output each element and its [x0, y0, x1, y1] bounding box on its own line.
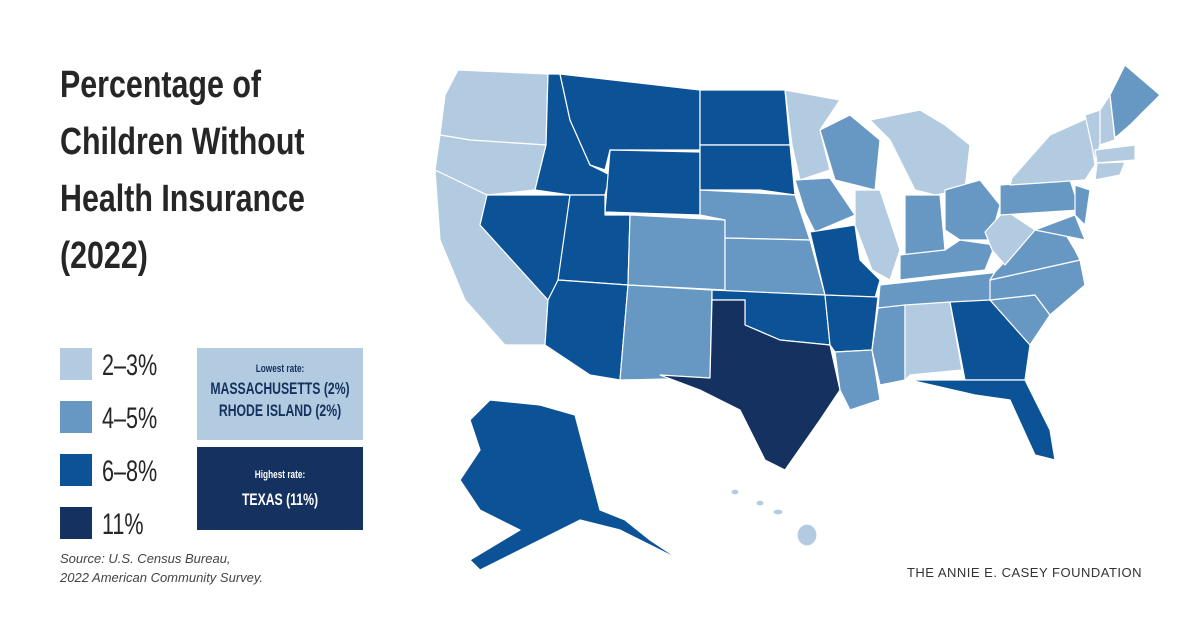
state: [794, 177, 856, 233]
rate-box-line: RHODE ISLAND (2%): [219, 402, 341, 420]
state: [619, 284, 713, 381]
legend-swatch: [60, 454, 92, 486]
state: [459, 399, 681, 571]
state: [699, 89, 791, 146]
legend-swatch: [60, 401, 92, 433]
title-line: Children Without: [60, 121, 305, 163]
title-line: (2022): [60, 235, 148, 277]
state: [796, 523, 818, 547]
state: [904, 194, 946, 256]
state: [699, 144, 796, 196]
title-line: Percentage of: [60, 64, 261, 106]
footer: THE ANNIE E. CASEY FOUNDATION: [907, 565, 1142, 580]
state: [755, 499, 765, 507]
title: Percentage of Children Without Health Insu…: [60, 64, 305, 277]
state: [784, 89, 841, 181]
state: [824, 294, 879, 353]
state: [904, 301, 963, 381]
legend: 2–3% 4–5% 6–8% 11%: [60, 347, 157, 541]
title-line: Health Insurance: [60, 178, 305, 220]
rate-box-heading: Lowest rate:: [256, 363, 305, 375]
state: [1009, 117, 1096, 186]
state: [871, 304, 906, 386]
state: [854, 189, 901, 281]
state: [949, 299, 1031, 381]
state: [1094, 161, 1126, 181]
state: [1074, 184, 1091, 226]
legend-label: 4–5%: [102, 400, 157, 434]
state: [730, 488, 740, 496]
state: [772, 508, 784, 516]
state: [544, 279, 629, 381]
legend-swatch: [60, 507, 92, 539]
state: [869, 109, 971, 196]
state: [834, 349, 881, 411]
source-line: Source: U.S. Census Bureau,: [60, 551, 231, 566]
state: [627, 214, 726, 291]
legend-swatch: [60, 348, 92, 380]
state: [909, 379, 1056, 461]
state: [724, 237, 826, 296]
rate-box: [197, 447, 363, 530]
state: [1109, 64, 1161, 139]
legend-label: 6–8%: [102, 453, 157, 487]
legend-label: 2–3%: [102, 347, 157, 381]
rate-box: [197, 348, 363, 440]
source-line: 2022 American Community Survey.: [59, 570, 263, 585]
rate-boxes: Lowest rate: MASSACHUSETTS (2%) RHODE ISLA…: [197, 348, 363, 530]
state: [659, 299, 841, 471]
legend-label: 11%: [102, 506, 144, 540]
state: [1094, 144, 1136, 164]
rate-box-line: TEXAS (11%): [242, 491, 318, 509]
state: [1034, 214, 1086, 241]
state: [819, 114, 881, 191]
state: [439, 69, 549, 146]
rate-box-heading: Highest rate:: [255, 469, 305, 481]
state: [604, 149, 701, 216]
us-map: [434, 64, 1161, 571]
rate-box-line: MASSACHUSETTS (2%): [210, 380, 349, 398]
